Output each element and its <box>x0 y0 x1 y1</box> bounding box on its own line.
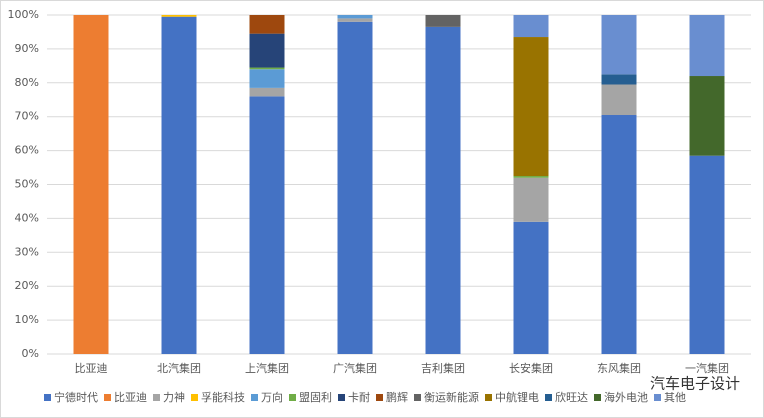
legend-label: 比亚迪 <box>114 391 147 404</box>
y-tick-label: 50% <box>15 178 39 191</box>
x-tick-label: 长安集团 <box>509 361 553 375</box>
bar-segment <box>249 67 285 70</box>
bar-segment <box>425 26 461 355</box>
legend-swatch <box>44 394 51 401</box>
bar-segment <box>337 15 373 19</box>
legend-swatch <box>289 394 296 401</box>
x-tick-label: 东风集团 <box>597 361 641 375</box>
bar-segment <box>337 18 373 22</box>
bar-segment <box>513 15 549 38</box>
y-tick-label: 10% <box>15 313 39 326</box>
bar-segment <box>161 16 197 354</box>
legend-swatch <box>545 394 552 401</box>
y-tick-label: 40% <box>15 211 39 224</box>
legend-label: 中航锂电 <box>495 390 539 404</box>
bar-segment <box>161 15 197 17</box>
x-tick-label: 吉利集团 <box>421 361 465 375</box>
legend-label: 卡耐 <box>348 391 370 404</box>
bar-segment <box>249 87 285 97</box>
bar-segment <box>689 155 725 354</box>
x-tick-label: 一汽集团 <box>685 361 729 375</box>
bar-segment <box>513 221 549 354</box>
bar-segment <box>601 15 637 75</box>
y-tick-label: 100% <box>8 8 39 21</box>
bar-segment <box>337 21 373 355</box>
y-tick-label: 60% <box>15 144 39 157</box>
legend-swatch <box>654 394 661 401</box>
legend-swatch <box>414 394 421 401</box>
bar-segment <box>249 33 285 68</box>
legend-swatch <box>338 394 345 401</box>
legend-swatch <box>594 394 601 401</box>
bar-segment <box>513 177 549 222</box>
bar-segment <box>425 15 461 27</box>
y-tick-label: 70% <box>15 110 39 123</box>
legend-label: 力神 <box>163 390 185 404</box>
legend-label: 宁德时代 <box>54 390 98 404</box>
y-tick-label: 80% <box>15 76 39 89</box>
legend-label: 其他 <box>664 391 686 404</box>
legend-label: 万向 <box>261 390 283 404</box>
legend-label: 盟固利 <box>299 391 332 404</box>
y-tick-label: 90% <box>15 42 39 55</box>
bar-segment <box>689 76 725 156</box>
bar-segment <box>513 37 549 177</box>
bar-segment <box>601 74 637 85</box>
bar-segment <box>249 15 285 34</box>
bar-segment <box>601 115 637 354</box>
legend-label: 海外电池 <box>604 390 648 404</box>
bar-segment <box>513 176 549 178</box>
bar-segment <box>601 84 637 116</box>
legend-label: 鹏辉 <box>386 391 408 404</box>
y-tick-label: 30% <box>15 245 39 258</box>
legend-label: 孚能科技 <box>201 390 245 404</box>
legend-swatch <box>251 394 258 401</box>
x-tick-label: 广汽集团 <box>333 361 377 375</box>
y-tick-label: 20% <box>15 279 39 292</box>
x-tick-label: 比亚迪 <box>75 362 108 375</box>
bar-segment <box>249 69 285 88</box>
bar-segment <box>249 96 285 355</box>
bar-segment <box>73 15 109 354</box>
legend-swatch <box>485 394 492 401</box>
x-tick-label: 上汽集团 <box>245 361 289 375</box>
legend-label: 欣旺达 <box>555 390 588 404</box>
legend-label: 衡运新能源 <box>424 390 479 404</box>
legend-swatch <box>376 394 383 401</box>
legend-swatch <box>104 394 111 401</box>
watermark: 汽车电子设计 <box>650 375 740 393</box>
y-tick-label: 0% <box>22 347 39 360</box>
legend-swatch <box>191 394 198 401</box>
bar-segment <box>689 15 725 77</box>
x-tick-label: 北汽集团 <box>157 361 201 375</box>
legend-swatch <box>153 394 160 401</box>
